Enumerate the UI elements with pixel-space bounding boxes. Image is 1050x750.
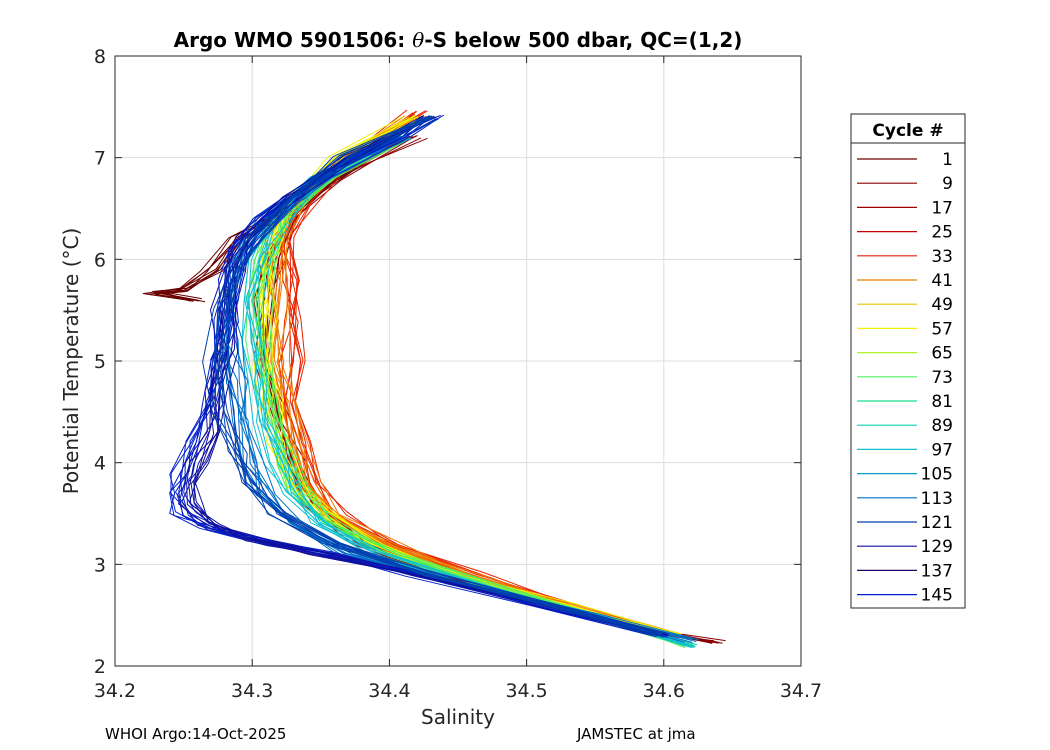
- profile-line: [218, 116, 664, 638]
- grid: [114, 55, 802, 667]
- y-tick-label: 6: [94, 249, 106, 271]
- legend-label: 105: [921, 465, 953, 485]
- x-tick-label: 34.3: [231, 680, 273, 702]
- x-axis-label: Salinity: [421, 705, 495, 729]
- x-tick-label: 34.6: [643, 680, 685, 702]
- profile-line: [194, 115, 668, 636]
- legend-label: 41: [931, 271, 953, 291]
- profile-line: [227, 115, 669, 635]
- x-tick-label: 34.7: [780, 680, 822, 702]
- x-tick-label: 34.4: [368, 680, 410, 702]
- profile-line: [213, 116, 667, 637]
- y-tick-label: 5: [94, 351, 106, 373]
- footer-credit-left: WHOI Argo:14-Oct-2025: [105, 725, 287, 743]
- legend-label: 73: [931, 368, 953, 388]
- y-tick-label: 2: [94, 656, 106, 678]
- legend-label: 25: [931, 223, 953, 243]
- y-tick-label: 7: [94, 148, 106, 170]
- profile-line: [248, 138, 696, 648]
- axis-ticks: [114, 55, 802, 667]
- y-tick-labels: 2 3 4 5 6 7 8: [94, 46, 106, 678]
- y-tick-label: 4: [94, 453, 106, 475]
- x-tick-labels: 34.2 34.3 34.4 34.5 34.6 34.7: [94, 680, 822, 702]
- legend-label: 129: [921, 537, 953, 557]
- legend-items: 1 9 17 25 33 41 49 57 65 73 81 89 97 105 113 121 129 137 1…: [857, 150, 953, 606]
- legend-label: 97: [931, 440, 953, 460]
- legend: Cycle # 1 9 17 25 33 41 49 57 65 73 81 89 97 105 113 12…: [850, 113, 966, 609]
- chart-title: Argo WMO 5901506: θ-S below 500 dbar, QC…: [174, 28, 743, 52]
- legend-label: 9: [942, 174, 953, 194]
- x-tick-label: 34.2: [94, 680, 136, 702]
- y-tick-label: 8: [94, 46, 106, 68]
- footer-credit-right: JAMSTEC at jma: [577, 725, 696, 743]
- legend-title: Cycle #: [872, 121, 943, 141]
- legend-label: 113: [921, 489, 953, 509]
- legend-label: 1: [942, 150, 953, 170]
- profile-line: [175, 114, 670, 635]
- profile-line: [202, 117, 657, 638]
- legend-label: 65: [931, 344, 953, 364]
- profile-line: [285, 116, 682, 635]
- profile-line: [269, 137, 695, 647]
- legend-box: [850, 113, 966, 609]
- y-tick-label: 3: [94, 554, 106, 576]
- profile-line: [176, 117, 668, 637]
- legend-label: 33: [931, 247, 953, 267]
- legend-label: 137: [921, 561, 953, 581]
- legend-label: 121: [921, 513, 953, 533]
- legend-label: 57: [931, 319, 953, 339]
- legend-label: 145: [921, 586, 953, 606]
- legend-label: 49: [931, 295, 953, 315]
- legend-label: 81: [931, 392, 953, 412]
- legend-label: 17: [931, 198, 953, 218]
- profile-lines: [142, 109, 726, 649]
- legend-label: 89: [931, 416, 953, 436]
- profile-line: [258, 135, 698, 646]
- profile-line: [255, 137, 698, 646]
- y-axis-label: Potential Temperature (°C): [59, 228, 83, 495]
- x-tick-label: 34.5: [505, 680, 547, 702]
